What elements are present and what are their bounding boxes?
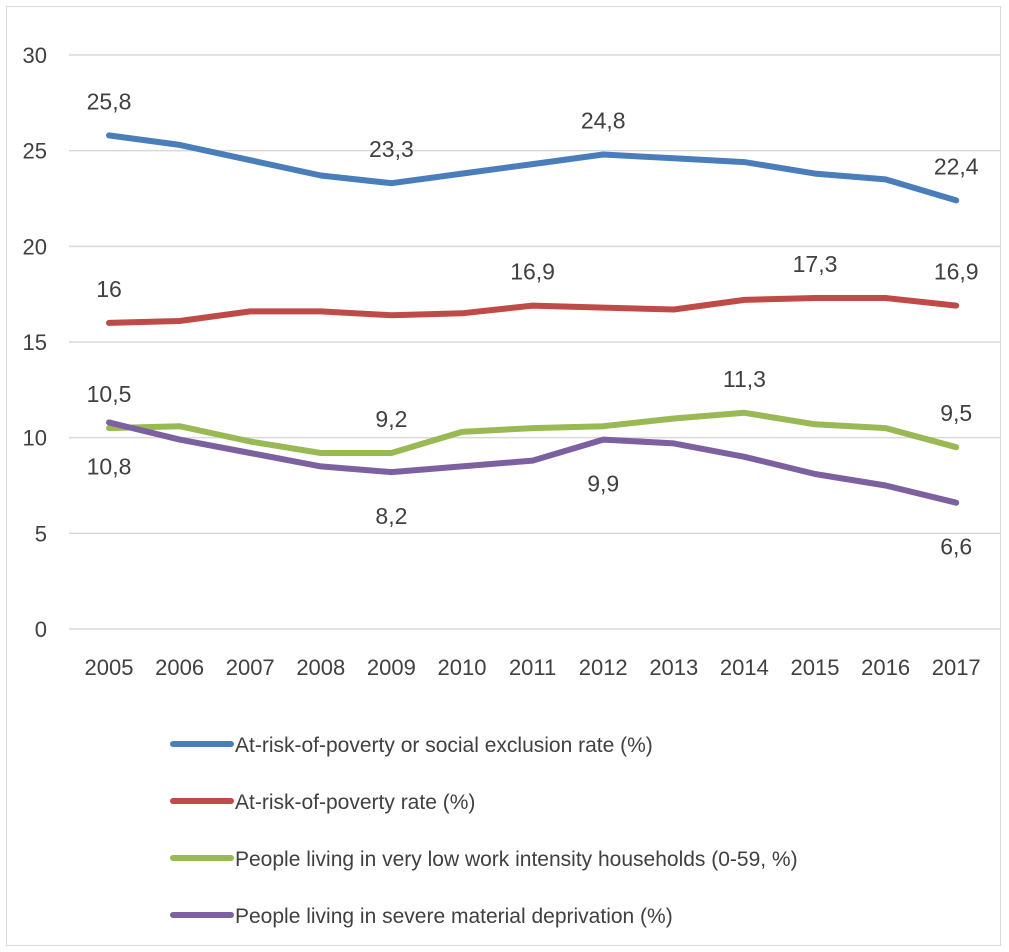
series-lines	[106, 132, 960, 506]
series-line-1	[106, 132, 960, 204]
y-tick-label: 30	[23, 43, 47, 68]
data-label: 16	[96, 276, 122, 302]
x-tick-label: 2009	[367, 655, 416, 680]
y-tick-label: 10	[23, 426, 47, 451]
data-label: 11,3	[723, 366, 766, 392]
y-axis-ticks: 0 5 10 15 20 25 30	[23, 43, 47, 642]
data-label: 23,3	[369, 136, 414, 162]
legend-entry: At-risk-of-poverty rate (%)	[235, 791, 475, 814]
data-label: 10,5	[87, 381, 132, 407]
data-label: 16,9	[510, 259, 555, 285]
legend: At-risk-of-poverty or social exclusion r…	[170, 734, 798, 928]
y-tick-label: 20	[23, 234, 47, 259]
data-label: 24,8	[581, 107, 626, 133]
x-tick-label: 2005	[85, 655, 134, 680]
line-chart: 0 5 10 15 20 25 30 2005 2006 2007 2008 2009 2010 201…	[23, 43, 1000, 928]
series-line-3	[106, 409, 960, 456]
data-label: 22,4	[934, 153, 979, 179]
legend-entry: People living in severe material depriva…	[235, 905, 673, 928]
x-tick-label: 2011	[509, 655, 556, 680]
data-label: 9,9	[587, 471, 619, 497]
y-tick-label: 0	[35, 617, 47, 642]
x-tick-label: 2015	[791, 655, 840, 680]
data-label: 9,5	[940, 400, 972, 426]
data-label: 8,2	[375, 503, 407, 529]
chart-frame: 0 5 10 15 20 25 30 2005 2006 2007 2008 2009 2010 201…	[6, 6, 1001, 946]
x-tick-label: 2016	[861, 655, 910, 680]
x-axis-ticks: 2005 2006 2007 2008 2009 2010 2011 2012 2013 2014…	[85, 655, 981, 680]
x-tick-label: 2010	[438, 655, 487, 680]
data-label: 17,3	[793, 251, 838, 277]
series-line-2	[106, 295, 960, 326]
x-tick-label: 2013	[649, 655, 698, 680]
x-tick-label: 2017	[932, 655, 981, 680]
x-tick-label: 2012	[579, 655, 628, 680]
data-label: 16,9	[934, 259, 979, 285]
x-tick-label: 2006	[155, 655, 204, 680]
y-tick-label: 25	[23, 139, 47, 164]
data-label: 6,6	[940, 534, 972, 560]
y-tick-label: 15	[23, 330, 47, 355]
x-tick-label: 2008	[296, 655, 345, 680]
gridlines	[69, 54, 1000, 630]
data-labels: 25,8 23,3 24,8 22,4 16 16,9 17,3 16,9 10,5 9,2 11,…	[87, 88, 979, 559]
legend-entry: At-risk-of-poverty or social exclusion r…	[235, 734, 653, 757]
x-tick-label: 2007	[226, 655, 275, 680]
data-label: 25,8	[87, 88, 132, 114]
data-label: 10,8	[87, 453, 132, 479]
data-label: 9,2	[375, 406, 407, 432]
legend-entry: People living in very low work intensity…	[235, 848, 798, 871]
y-tick-label: 5	[35, 521, 47, 546]
x-tick-label: 2014	[720, 655, 769, 680]
series-line-4	[106, 419, 960, 506]
